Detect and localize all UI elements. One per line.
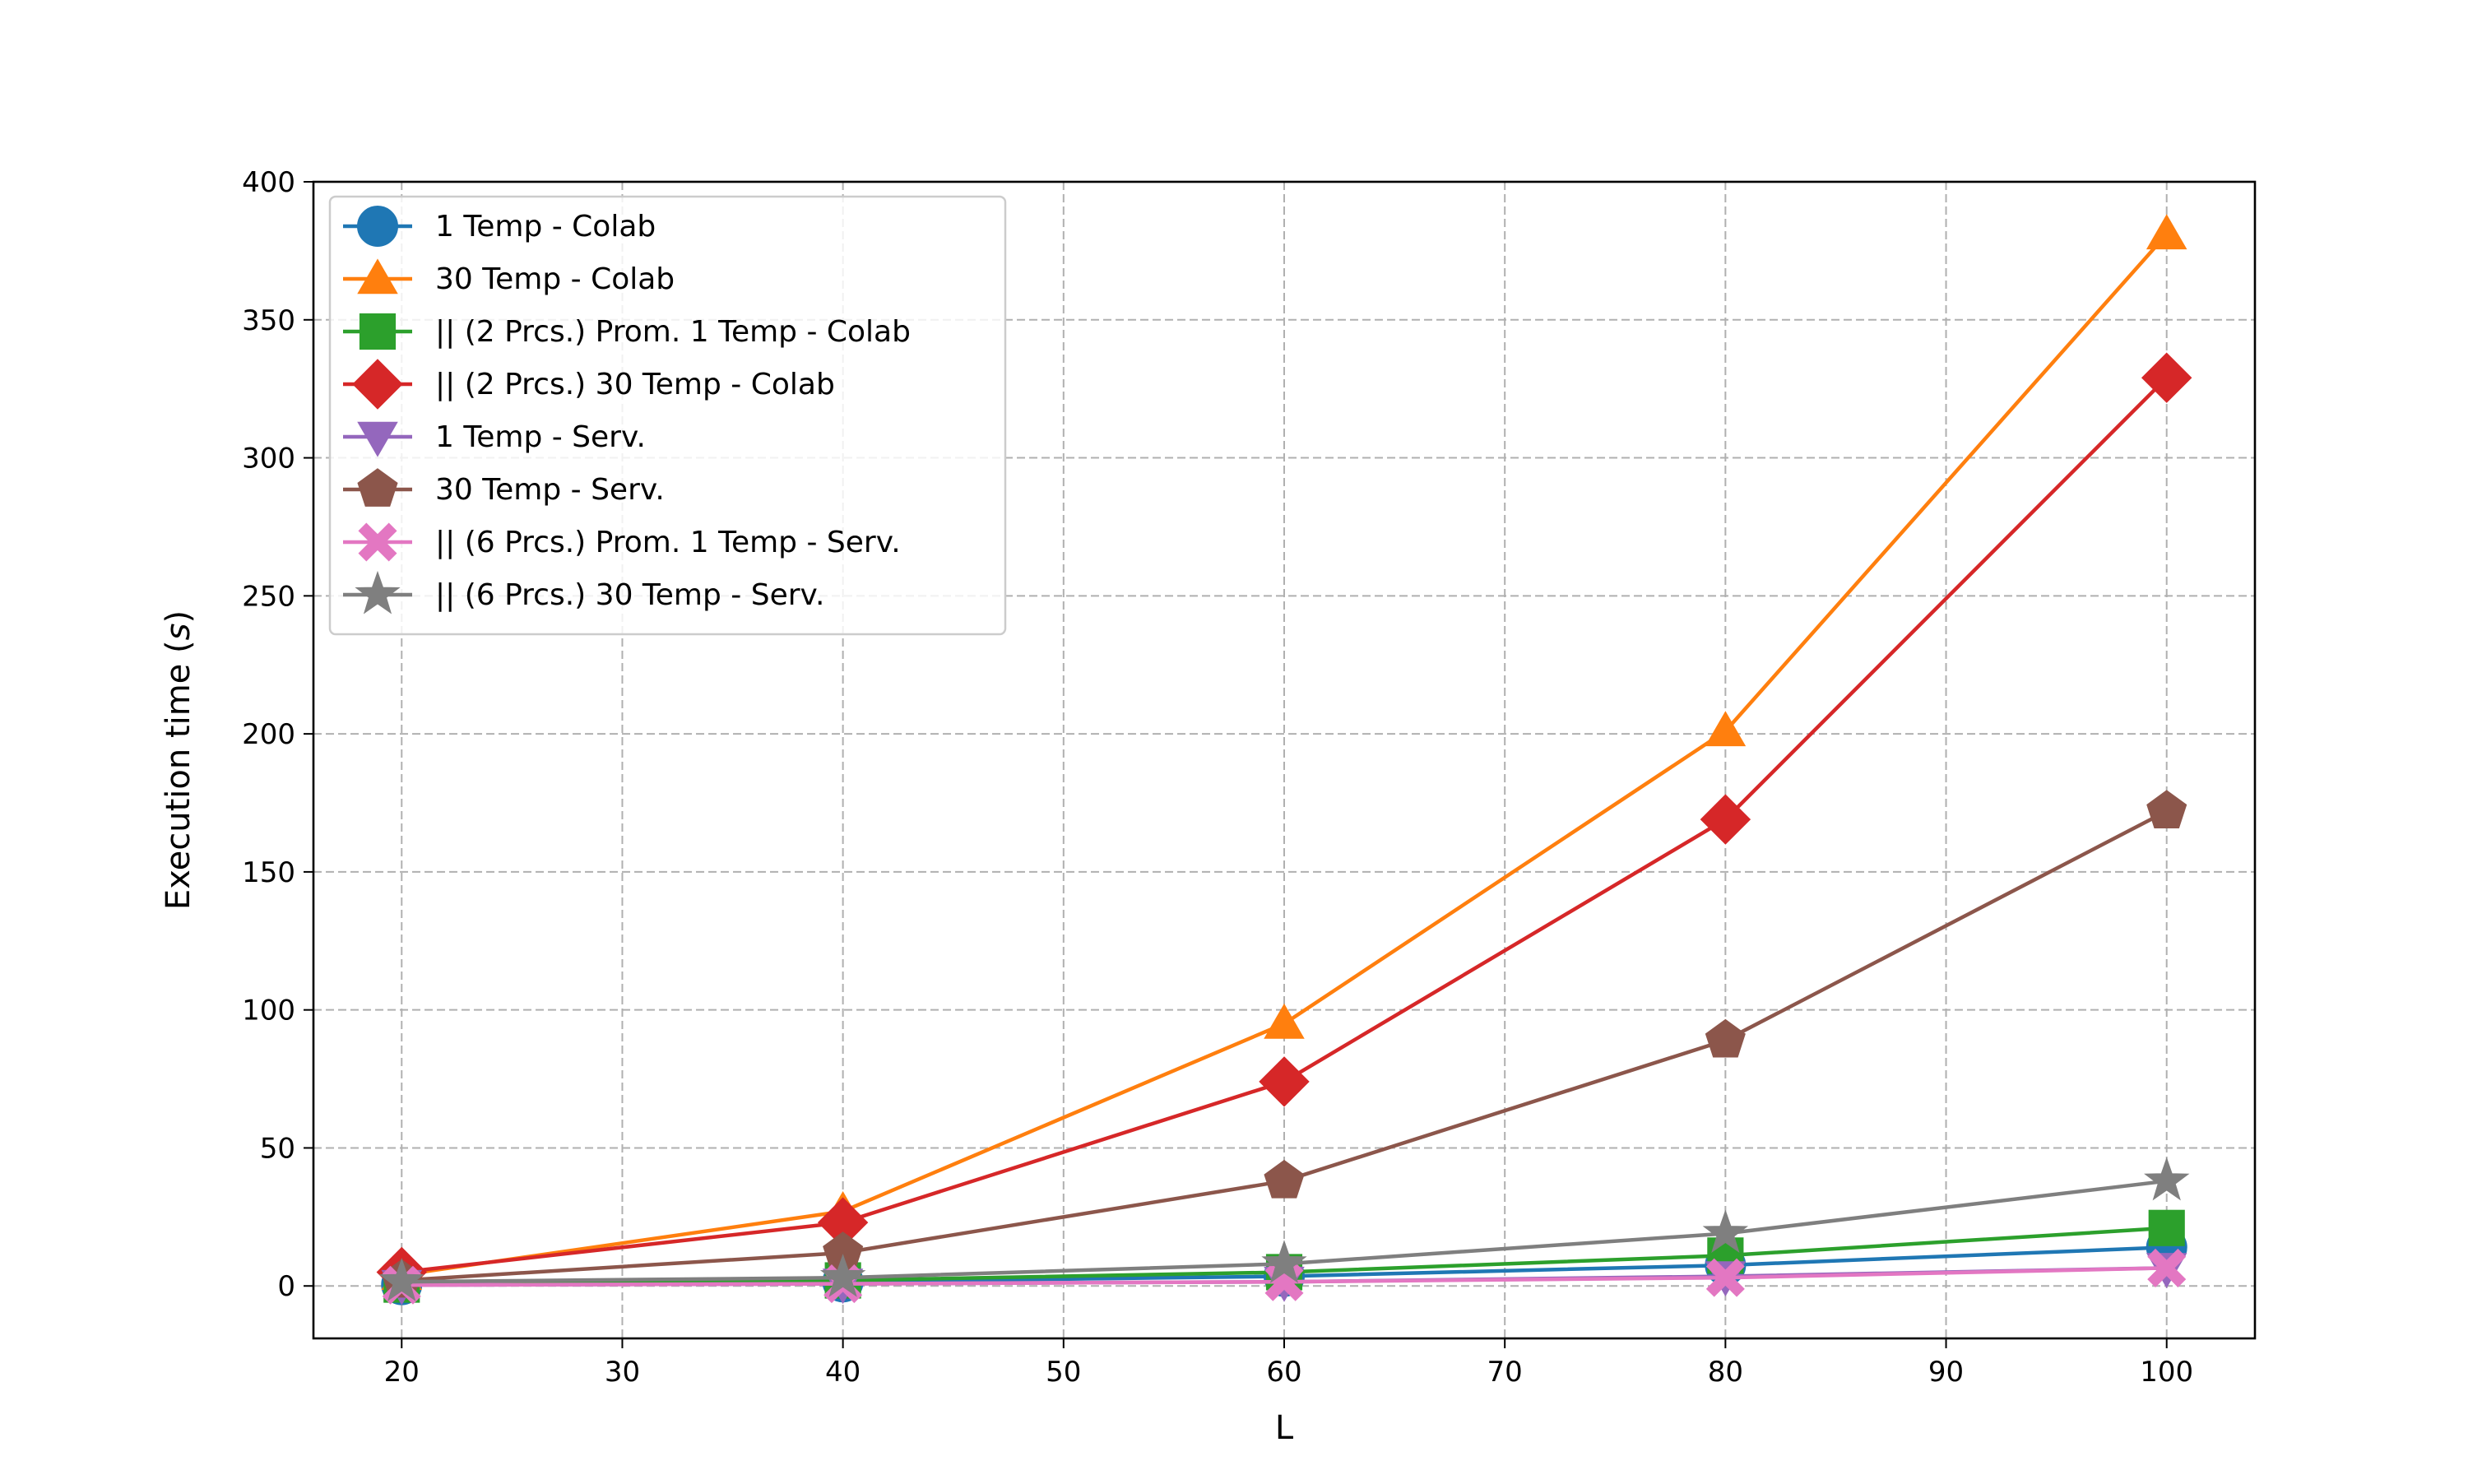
- data-point-marker: [1264, 1003, 1305, 1039]
- legend-marker: [352, 359, 403, 410]
- legend-marker: [357, 421, 398, 457]
- legend-box: [328, 195, 1007, 636]
- data-point-marker: [1705, 711, 1747, 747]
- legend-label: || (2 Prcs.) Prom. 1 Temp - Colab: [435, 315, 911, 349]
- data-point-marker: [2141, 352, 2192, 403]
- legend: 1 Temp - Colab 30 Temp - Colab || (2 Prcs.…: [328, 195, 1007, 636]
- y-tick-label: 100: [242, 995, 295, 1027]
- data-point-marker: [2144, 1157, 2190, 1201]
- data-point-marker: [2146, 214, 2187, 250]
- y-tick-label: 200: [242, 718, 295, 751]
- data-point-marker: [1264, 1159, 1305, 1199]
- series-lines: [376, 214, 2192, 1305]
- x-tick-label: 80: [1708, 1356, 1743, 1389]
- data-point-marker: [1702, 1209, 1749, 1254]
- data-point-marker: [1259, 1056, 1310, 1107]
- y-tick-label: 0: [277, 1270, 295, 1303]
- legend-item: || (6 Prcs.) Prom. 1 Temp - Serv.: [343, 522, 901, 562]
- data-point-marker: [1261, 1240, 1307, 1283]
- legend-marker: [358, 522, 397, 562]
- legend-label: || (6 Prcs.) 30 Temp - Serv.: [435, 578, 824, 612]
- legend-label: 1 Temp - Colab: [435, 210, 656, 243]
- legend-label: 1 Temp - Serv.: [435, 420, 646, 454]
- x-tick-label: 100: [2140, 1356, 2193, 1389]
- legend-marker: [357, 206, 398, 247]
- y-tick-label: 400: [242, 166, 295, 199]
- legend-item: || (2 Prcs.) Prom. 1 Temp - Colab: [343, 313, 911, 350]
- x-tick-label: 40: [825, 1356, 861, 1389]
- legend-marker: [357, 258, 398, 294]
- x-tick-label: 30: [605, 1356, 640, 1389]
- x-tick-label: 90: [1928, 1356, 1964, 1389]
- data-point-marker: [1705, 1258, 1745, 1297]
- legend-label: 30 Temp - Colab: [435, 262, 675, 296]
- y-tick-label: 50: [260, 1132, 295, 1165]
- legend-label: || (2 Prcs.) 30 Temp - Colab: [435, 368, 835, 401]
- y-tick-label: 350: [242, 304, 295, 337]
- legend-label: 30 Temp - Serv.: [435, 473, 665, 507]
- legend-marker: [359, 313, 397, 350]
- legend-item: 30 Temp - Serv.: [343, 468, 665, 507]
- legend-marker: [357, 468, 398, 507]
- data-point-marker: [378, 1258, 424, 1301]
- x-axis-label: L: [1275, 1409, 1294, 1447]
- x-tick-label: 70: [1487, 1356, 1523, 1389]
- legend-label: || (6 Prcs.) Prom. 1 Temp - Serv.: [435, 526, 901, 559]
- legend-item: 1 Temp - Serv.: [343, 420, 646, 457]
- legend-item: 30 Temp - Colab: [343, 258, 675, 296]
- y-tick-label: 150: [242, 856, 295, 889]
- series-8: [378, 1157, 2190, 1301]
- legend-marker: [355, 570, 401, 614]
- legend-item: 1 Temp - Colab: [343, 206, 656, 247]
- data-point-marker: [1705, 1018, 1746, 1058]
- y-tick-label: 300: [242, 443, 295, 475]
- data-point-marker: [2146, 790, 2187, 828]
- data-point-marker: [2148, 1209, 2185, 1246]
- data-point-marker: [1700, 794, 1751, 845]
- data-point-marker: [2147, 1248, 2187, 1287]
- data-point-marker: [819, 1254, 866, 1297]
- y-axis-label: Execution time (s): [160, 610, 197, 910]
- x-tick-label: 60: [1266, 1356, 1301, 1389]
- legend-item: || (2 Prcs.) 30 Temp - Colab: [343, 359, 835, 410]
- x-tick-label: 50: [1046, 1356, 1081, 1389]
- x-tick-label: 20: [384, 1356, 420, 1389]
- axis-ticks: 20 30 40 50 60 70 80 90 100 0 50 100 150 200 250 300 350…: [242, 166, 2193, 1389]
- y-tick-label: 250: [242, 580, 295, 613]
- legend-item: || (6 Prcs.) 30 Temp - Serv.: [343, 570, 824, 614]
